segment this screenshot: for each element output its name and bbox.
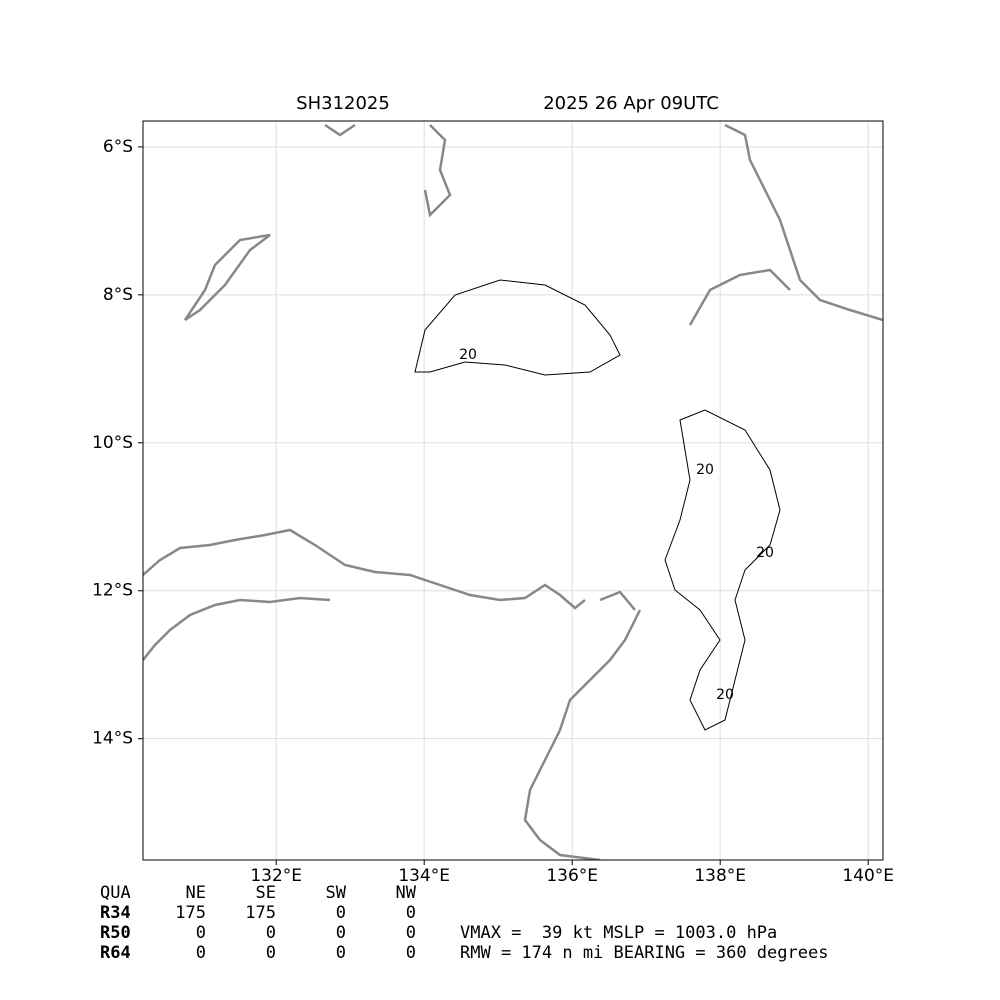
coastline [688,268,791,326]
table-cell: 0 [406,943,416,963]
coastline [324,123,356,137]
coastline [143,528,586,610]
y-tick-label: 12°S [92,581,133,601]
contour-label: 20 [756,545,774,561]
table-header: SE [256,883,276,903]
contour-label: 20 [696,462,714,478]
table-header: QUA [100,883,131,903]
coastline [523,609,642,860]
table-cell: 175 [175,903,206,923]
table-cell: 0 [336,903,346,923]
storm-info: VMAX = 39 kt MSLP = 1003.0 hPa [460,923,777,943]
contour-line [414,279,621,376]
x-tick-label: 136°E [546,866,598,886]
table-cell: 0 [406,903,416,923]
coastline [724,123,883,322]
y-tick-label: 14°S [92,729,133,749]
y-tick-label: 10°S [92,433,133,453]
map-frame [142,120,884,861]
table-cell: 0 [336,923,346,943]
coastline [423,124,452,218]
y-tick-label: 6°S [103,137,133,157]
coastline [599,590,636,611]
coastlines [143,123,883,860]
table-cell: 0 [336,943,346,963]
coastline [143,596,331,661]
table-cell: 0 [266,943,276,963]
x-tick-label: 134°E [398,866,450,886]
table-cell: 0 [266,923,276,943]
table-cell: 175 [245,903,276,923]
table-cell: R34 [100,903,131,923]
contour-label: 20 [459,347,477,363]
x-tick-label: 140°E [842,866,894,886]
coastline [183,233,271,322]
table-header: NW [396,883,417,903]
x-tick-label: 138°E [694,866,746,886]
title-left: SH312025 [296,93,390,114]
y-tick-label: 8°S [103,285,133,305]
storm-info: RMW = 174 n mi BEARING = 360 degrees [460,943,828,963]
contour-line [664,409,781,731]
grid [143,121,883,860]
contours [414,279,781,731]
table-cell: R64 [100,943,131,963]
title-right: 2025 26 Apr 09UTC [543,93,719,114]
table-cell: R50 [100,923,131,943]
table-header: NE [186,883,206,903]
table-cell: 0 [196,923,206,943]
table-cell: 0 [196,943,206,963]
table-cell: 0 [406,923,416,943]
contour-label: 20 [716,687,734,703]
table-header: SW [326,883,347,903]
x-tick-label: 132°E [250,866,302,886]
